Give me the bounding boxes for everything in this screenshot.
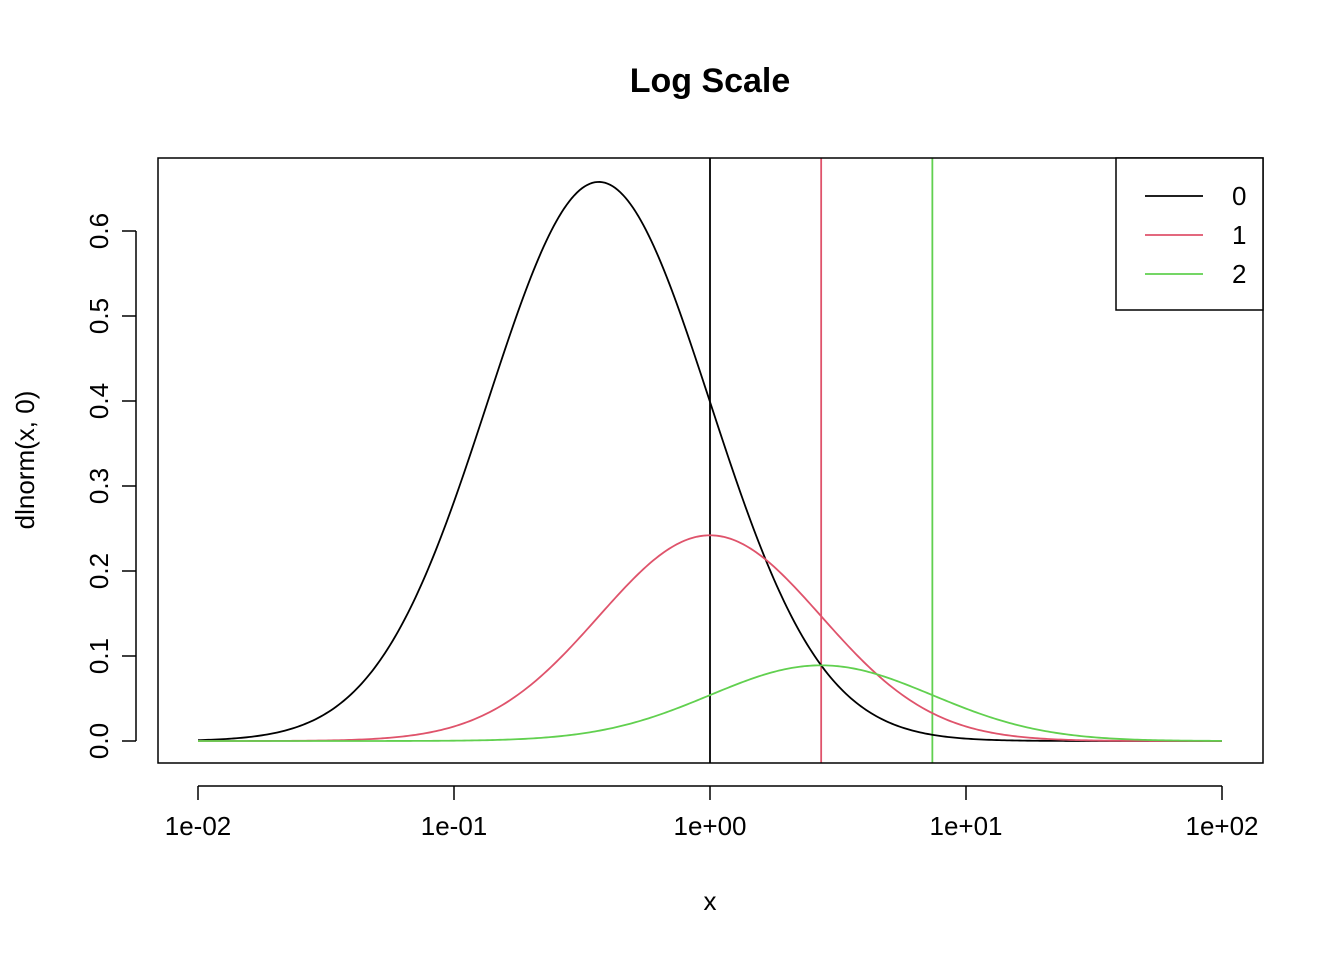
density-curves <box>197 181 1223 742</box>
legend-box <box>1115 157 1264 311</box>
x-tick-label: 1e+00 <box>673 811 746 841</box>
y-tick-label: 0.6 <box>84 213 114 249</box>
x-tick-label: 1e-01 <box>421 811 488 841</box>
chart-title: Log Scale <box>630 62 791 100</box>
vertical-lines <box>709 158 934 763</box>
y-tick-label: 0.2 <box>84 553 114 589</box>
y-axis-label: dlnorm(x, 0) <box>10 391 40 530</box>
y-tick-label: 0.1 <box>84 638 114 674</box>
legend: 0 1 2 <box>1115 157 1264 311</box>
series-curve-2 <box>198 664 1223 742</box>
y-axis: 0.0 0.1 0.2 0.3 0.4 0.5 0.6 <box>84 213 137 759</box>
x-tick-label: 1e+01 <box>929 811 1002 841</box>
series-curve-1 <box>198 534 1222 742</box>
x-tick-label: 1e-02 <box>165 811 232 841</box>
y-tick-label: 0.3 <box>84 468 114 504</box>
y-tick-label: 0.0 <box>84 723 114 759</box>
x-axis: 1e-02 1e-01 1e+00 1e+01 1e+02 <box>165 785 1259 841</box>
x-tick-label: 1e+02 <box>1185 811 1258 841</box>
legend-label-1: 1 <box>1232 220 1246 250</box>
legend-label-2: 2 <box>1232 259 1246 289</box>
x-axis-label: x <box>704 886 717 916</box>
series-curve-0 <box>197 181 1222 742</box>
plot-frame <box>157 157 1264 764</box>
legend-label-0: 0 <box>1232 181 1246 211</box>
y-tick-label: 0.4 <box>84 383 114 419</box>
y-tick-label: 0.5 <box>84 298 114 334</box>
